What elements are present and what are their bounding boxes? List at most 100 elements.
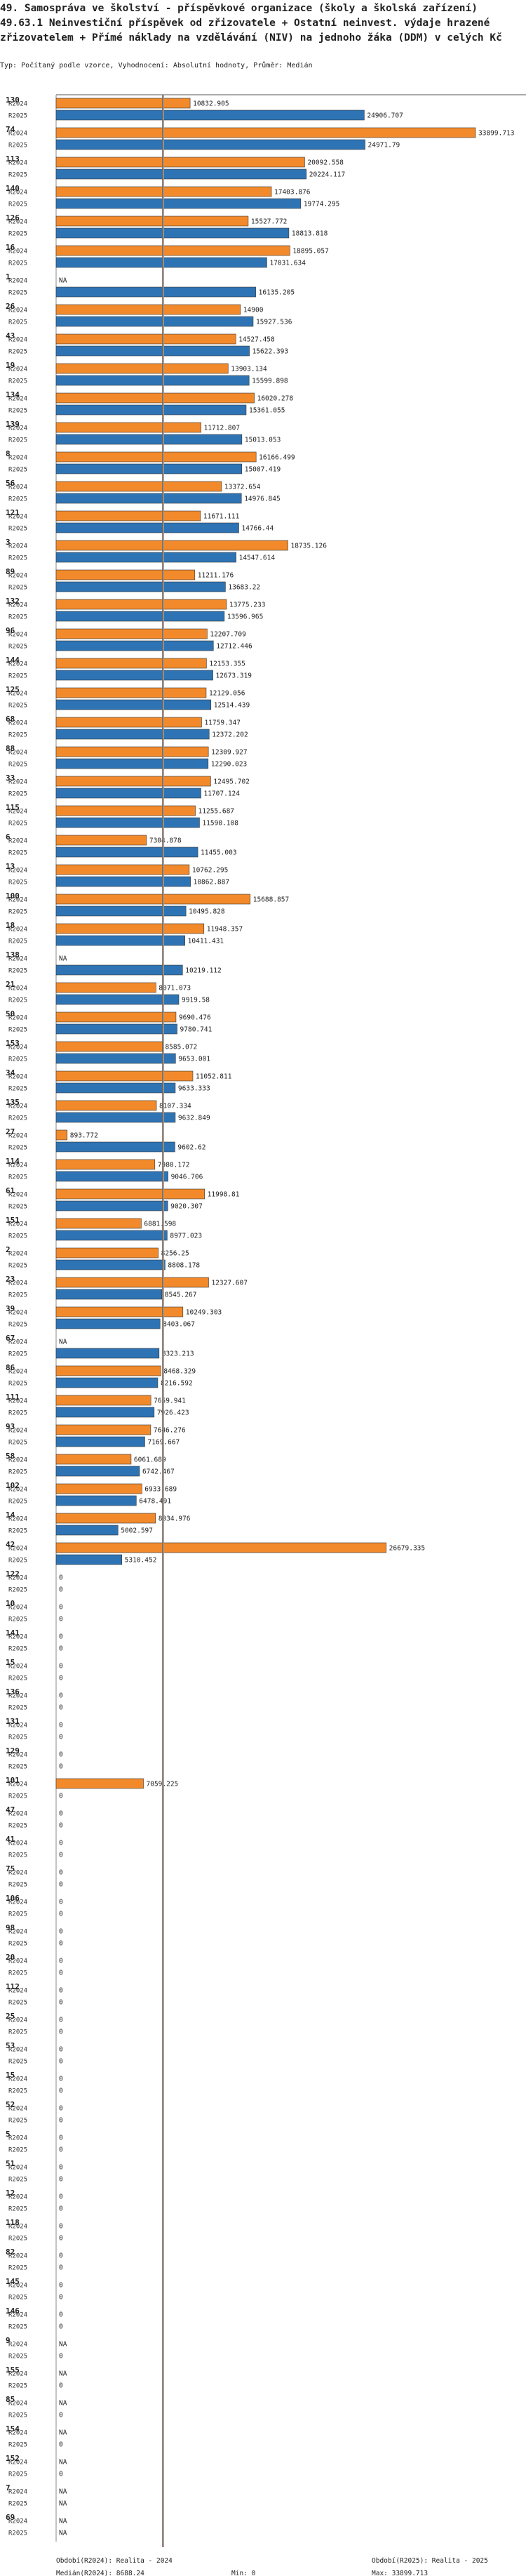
series-label: R2024 bbox=[8, 2312, 27, 2319]
group-label: 152 bbox=[6, 2454, 20, 2463]
bar-r2024 bbox=[55, 1365, 161, 1376]
data-label-r2025: 18813.818 bbox=[292, 230, 328, 238]
data-label-r2025: 0 bbox=[59, 2471, 63, 2478]
series-label: R2024 bbox=[8, 2459, 27, 2467]
data-label-r2024: NA bbox=[59, 2429, 67, 2437]
bar-r2024 bbox=[55, 1159, 156, 1170]
footer-right-text: Max: 33899.713 bbox=[372, 2570, 428, 2576]
series-label: R2025 bbox=[8, 879, 27, 887]
data-label-r2025: 10411.431 bbox=[188, 938, 224, 945]
data-label-r2025: 5002.597 bbox=[121, 1527, 153, 1535]
data-label-r2024: 0 bbox=[59, 1692, 63, 1700]
group-label: 2 bbox=[6, 1245, 11, 1254]
series-label: R2025 bbox=[8, 1027, 27, 1034]
bar-r2024 bbox=[55, 805, 196, 816]
bar-r2024 bbox=[55, 127, 476, 138]
data-label-r2024: 11255.687 bbox=[198, 808, 234, 816]
series-label: R2025 bbox=[8, 172, 27, 179]
group-label: 106 bbox=[6, 1894, 20, 1903]
series-label: R2025 bbox=[8, 1086, 27, 1093]
series-label: R2025 bbox=[8, 1174, 27, 1181]
series-label: R2025 bbox=[8, 526, 27, 533]
group-label: 134 bbox=[6, 390, 20, 399]
series-label: R2024 bbox=[8, 1516, 27, 1523]
data-label-r2024: 12207.709 bbox=[210, 631, 246, 639]
series-label: R2024 bbox=[8, 1958, 27, 1965]
data-label-r2024: 20092.558 bbox=[307, 159, 344, 167]
group-label: 10 bbox=[6, 1599, 15, 1608]
series-label: R2024 bbox=[8, 131, 27, 138]
series-label: R2025 bbox=[8, 968, 27, 975]
bar-r2025 bbox=[55, 1377, 159, 1388]
series-label: R2025 bbox=[8, 2442, 27, 2449]
group-label: 21 bbox=[6, 980, 15, 989]
series-label: R2025 bbox=[8, 1823, 27, 1830]
series-label: R2025 bbox=[8, 260, 27, 267]
bar-r2024 bbox=[55, 717, 202, 728]
series-label: R2025 bbox=[8, 1263, 27, 1270]
data-label-r2025: 12290.023 bbox=[211, 761, 247, 769]
series-label: R2024 bbox=[8, 1398, 27, 1405]
series-label: R2025 bbox=[8, 791, 27, 798]
data-label-r2025: 0 bbox=[59, 1616, 63, 1624]
series-label: R2024 bbox=[8, 219, 27, 226]
data-label-r2025: 0 bbox=[59, 2382, 63, 2390]
group-label: 27 bbox=[6, 1127, 15, 1136]
series-label: R2024 bbox=[8, 1428, 27, 1435]
series-label: R2025 bbox=[8, 1734, 27, 1741]
data-label-r2025: 0 bbox=[59, 2058, 63, 2066]
data-label-r2025: 14547.614 bbox=[239, 555, 276, 562]
series-label: R2024 bbox=[8, 1546, 27, 1553]
series-label: R2024 bbox=[8, 1487, 27, 1494]
data-label-r2025: 0 bbox=[59, 1852, 63, 1859]
data-label-r2024: 0 bbox=[59, 2017, 63, 2024]
bar-r2024 bbox=[55, 510, 201, 522]
series-label: R2025 bbox=[8, 909, 27, 916]
data-label-r2025: 17031.634 bbox=[269, 260, 306, 267]
series-label: R2025 bbox=[8, 408, 27, 415]
bar-r2025 bbox=[55, 139, 365, 150]
series-label: R2025 bbox=[8, 1528, 27, 1535]
bar-r2024 bbox=[55, 215, 249, 227]
bar-r2024 bbox=[55, 1218, 142, 1229]
data-label-r2025: 8545.267 bbox=[165, 1292, 197, 1299]
series-label: R2024 bbox=[8, 838, 27, 845]
data-label-r2025: 7926.423 bbox=[157, 1409, 189, 1417]
series-label: R2025 bbox=[8, 1381, 27, 1388]
bar-r2024 bbox=[55, 1395, 151, 1406]
series-label: R2024 bbox=[8, 101, 27, 108]
series-label: R2024 bbox=[8, 2489, 27, 2496]
chart-title: 49. Samospráva ve školství - příspěvkové… bbox=[0, 3, 502, 44]
data-label-r2025: 12712.446 bbox=[216, 643, 252, 651]
series-label: R2025 bbox=[8, 2029, 27, 2036]
bar-r2024 bbox=[55, 628, 208, 639]
data-label-r2024: 6061.689 bbox=[134, 1456, 166, 1464]
data-label-r2025: 8977.023 bbox=[170, 1233, 202, 1240]
data-label-r2024: NA bbox=[59, 2459, 67, 2467]
group-label: 131 bbox=[6, 1717, 20, 1726]
series-label: R2024 bbox=[8, 2283, 27, 2290]
bar-r2025 bbox=[55, 1023, 177, 1035]
data-label-r2025: 0 bbox=[59, 2146, 63, 2154]
data-label-r2025: 0 bbox=[59, 2176, 63, 2184]
data-label-r2024: 16020.278 bbox=[257, 395, 294, 403]
series-label: R2024 bbox=[8, 1162, 27, 1169]
data-label-r2025: 0 bbox=[59, 2412, 63, 2419]
group-label: 88 bbox=[6, 744, 15, 753]
data-label-r2025: 0 bbox=[59, 2117, 63, 2125]
series-label: R2025 bbox=[8, 850, 27, 857]
data-label-r2025: 12673.319 bbox=[216, 672, 252, 680]
group-label: 56 bbox=[6, 479, 15, 488]
bar-r2025 bbox=[55, 1495, 137, 1506]
group-label: 34 bbox=[6, 1068, 15, 1077]
data-label-r2024: 33899.713 bbox=[478, 130, 514, 138]
bar-r2025 bbox=[55, 1112, 176, 1123]
bar-r2025 bbox=[55, 168, 307, 180]
bar-r2024 bbox=[55, 1188, 205, 1200]
data-label-r2025: 0 bbox=[59, 2029, 63, 2036]
series-label: R2025 bbox=[8, 2236, 27, 2243]
series-label: R2024 bbox=[8, 1811, 27, 1818]
group-label: 69 bbox=[6, 2513, 15, 2522]
group-label: 14 bbox=[6, 1511, 15, 1520]
data-label-r2024: 10249.303 bbox=[186, 1309, 222, 1317]
